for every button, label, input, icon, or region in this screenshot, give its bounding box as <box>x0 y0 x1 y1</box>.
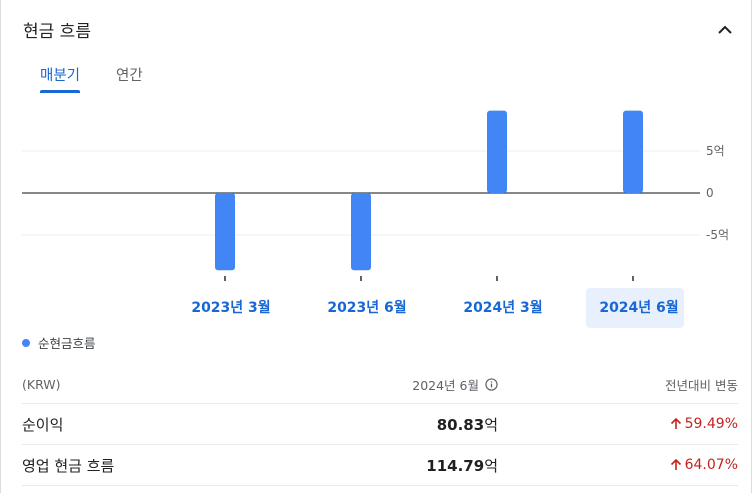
info-icon[interactable] <box>485 378 498 391</box>
row-change-cell: 59.49% <box>498 416 738 432</box>
row-value-cell: 80.83억 <box>298 414 498 435</box>
chart-bar[interactable] <box>487 110 507 193</box>
period-tabs: 매분기 연간 <box>40 64 143 93</box>
row-value-cell: 114.79억 <box>298 455 498 476</box>
x-category-label[interactable]: 2023년 3월 <box>191 299 270 316</box>
header-period-cell: 2024년 6월 <box>298 375 498 394</box>
chart-bar[interactable] <box>215 193 235 271</box>
row-value: 80.83 <box>436 415 485 434</box>
header-unit: (KRW) <box>22 377 61 392</box>
chart-bar[interactable] <box>623 110 643 193</box>
table-row: 순이익 80.83억 59.49% <box>22 404 738 445</box>
row-label: 순이익 <box>22 415 64 434</box>
legend-dot <box>22 338 30 347</box>
tab-quarterly[interactable]: 매분기 <box>40 64 81 93</box>
cash-flow-chart: 5억 0 -5억 2023년 3월 2023년 6월 2024년 3월 2024년 6월 <box>22 110 729 328</box>
row-change-cell: 64.07% <box>498 457 738 473</box>
y-tick-label: 0 <box>706 186 714 200</box>
legend-label: 순현금흐름 <box>38 336 96 351</box>
x-category-label[interactable]: 2024년 6월 <box>599 299 678 316</box>
card-title: 현금 흐름 <box>23 21 91 42</box>
cash-flow-table: (KRW) 2024년 6월 전년대비 변동 순이익 80.83억 59.4 <box>22 366 738 486</box>
header-period: 2024년 6월 <box>412 378 479 393</box>
row-unit: 억 <box>484 456 498 475</box>
tab-annual[interactable]: 연간 <box>116 68 143 84</box>
row-label: 영업 현금 흐름 <box>22 456 115 475</box>
table-header-row: (KRW) 2024년 6월 전년대비 변동 <box>22 366 738 404</box>
arrow-up-icon <box>670 418 681 429</box>
y-tick-label: 5억 <box>706 144 725 158</box>
y-tick-label: -5억 <box>706 228 729 242</box>
header-change: 전년대비 변동 <box>665 378 738 393</box>
chevron-up-icon <box>718 25 732 34</box>
chart-legend: 순현금흐름 <box>22 333 96 352</box>
card-header: 현금 흐름 <box>23 14 91 44</box>
row-change: 64.07% <box>684 457 738 473</box>
card-left-border <box>0 0 1 493</box>
collapse-button[interactable] <box>712 16 738 42</box>
row-unit: 억 <box>484 415 498 434</box>
row-change: 59.49% <box>684 416 738 432</box>
x-category-label[interactable]: 2023년 6월 <box>327 299 406 316</box>
chart-bar[interactable] <box>351 193 371 271</box>
selected-category-highlight <box>586 288 684 328</box>
table-row: 영업 현금 흐름 114.79억 64.07% <box>22 445 738 486</box>
row-value: 114.79 <box>426 456 485 475</box>
x-category-label[interactable]: 2024년 3월 <box>463 299 542 316</box>
arrow-up-icon <box>670 459 681 470</box>
